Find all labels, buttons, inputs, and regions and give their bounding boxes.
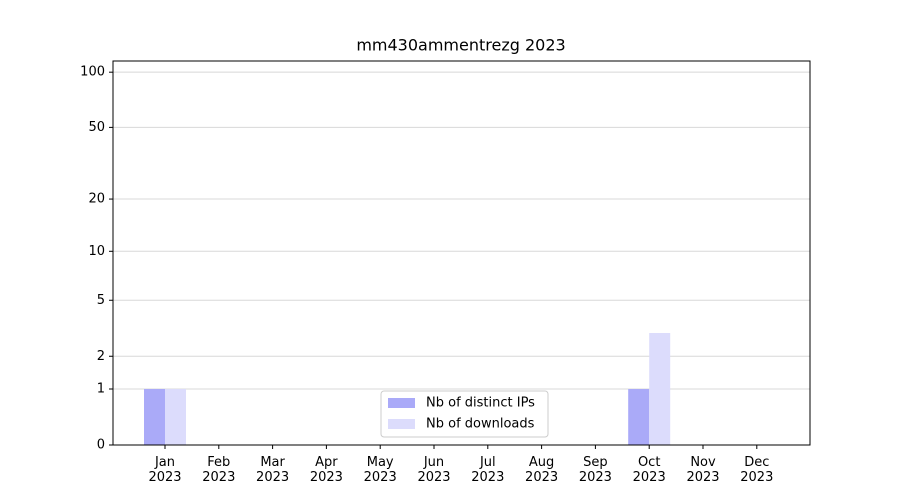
x-tick-label: Oct 2023 <box>633 455 666 485</box>
legend-swatch <box>388 398 415 408</box>
y-tick-label: 2 <box>97 349 105 364</box>
y-tick-label: 0 <box>97 438 105 453</box>
bar <box>165 389 186 445</box>
legend-swatch <box>388 419 415 429</box>
y-tick-label: 20 <box>88 192 105 207</box>
legend-label: Nb of downloads <box>426 417 535 432</box>
x-tick-label: Aug 2023 <box>525 455 558 485</box>
bar <box>628 389 650 445</box>
x-tick-label: Feb 2023 <box>202 455 235 485</box>
y-tick-label: 10 <box>88 244 105 259</box>
y-tick-label: 50 <box>88 120 105 135</box>
plot-frame <box>112 60 811 446</box>
x-tick-label: Jan 2023 <box>148 455 181 485</box>
x-tick-label: Nov 2023 <box>686 455 719 485</box>
x-tick-label: Dec 2023 <box>740 455 773 485</box>
legend-label: Nb of distinct IPs <box>426 396 535 411</box>
x-tick-label: May 2023 <box>364 455 397 485</box>
chart-title: mm430ammentrezg 2023 <box>356 36 565 55</box>
x-tick-label: Jul 2023 <box>471 455 504 485</box>
bar <box>649 333 671 445</box>
x-tick-label: Mar 2023 <box>256 455 289 485</box>
x-tick-label: Sep 2023 <box>579 455 612 485</box>
y-tick-label: 100 <box>80 65 105 80</box>
legend-box <box>380 390 549 438</box>
y-tick-label: 1 <box>97 382 105 397</box>
x-tick-label: Jun 2023 <box>417 455 450 485</box>
y-tick-label: 5 <box>97 293 105 308</box>
x-tick-label: Apr 2023 <box>310 455 343 485</box>
bar <box>144 389 165 445</box>
